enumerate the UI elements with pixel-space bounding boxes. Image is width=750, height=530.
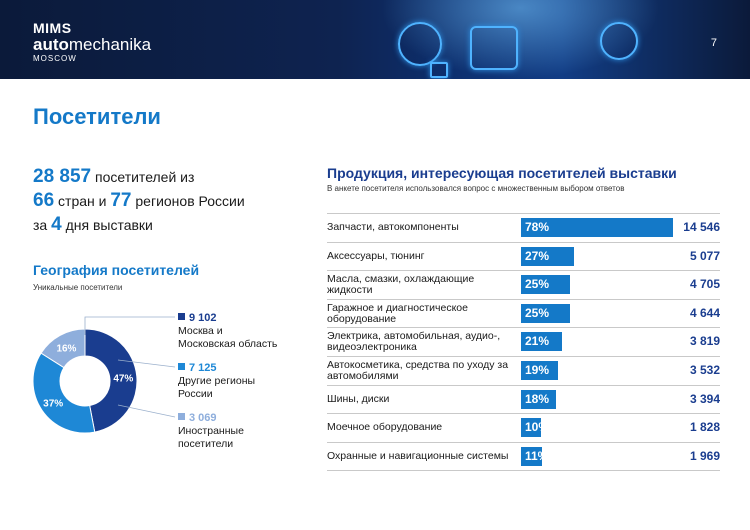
bar	[521, 303, 570, 323]
category-label: Гаражное и диагностическое оборудование	[327, 301, 468, 325]
table-row: Шины, диски 18% 3 394	[327, 384, 720, 414]
legend-regions: 7 125 Другие регионы России	[178, 362, 255, 401]
legend-label: Другие регионы	[178, 375, 256, 387]
table-row: Охранные и навигационные системы 11% 1 969	[327, 441, 720, 472]
table-row: Моечное оборудование 10% 1 828	[327, 413, 720, 442]
engine-icon	[470, 26, 518, 70]
table-row: Масла, смазки, охлаждающие жидкости 25% 4 …	[327, 270, 720, 299]
leader-line-foreign	[117, 404, 176, 418]
days-number: 4	[51, 214, 62, 235]
leader-line-moscow	[84, 316, 175, 335]
bar-value-label: 78%	[525, 220, 550, 234]
category-label: Охранные и навигационные системы	[327, 450, 509, 463]
legend-swatch	[178, 363, 185, 370]
bar-value-label: 11%	[525, 448, 549, 463]
count-label: 4 644	[689, 305, 720, 320]
count-label: 3 819	[689, 334, 720, 349]
count-label: 1 969	[689, 448, 720, 463]
count-label: 5 077	[689, 248, 720, 263]
category-label: Запчасти, автокомпоненты	[327, 221, 459, 234]
bar-value-label: 27%	[525, 248, 550, 263]
header-banner: MIMS automechanika MOSCOW 7	[0, 0, 750, 79]
bar	[521, 332, 562, 352]
legend-label: Иностранные	[178, 425, 244, 437]
category-label: Аксессуары, тюнинг	[327, 249, 425, 262]
visitors-text: посетителей из	[95, 169, 195, 185]
logo-line2: automechanika	[33, 35, 151, 54]
countries-number: 66	[33, 190, 55, 211]
legend-label: России	[178, 388, 213, 400]
category-label: Шины, диски	[327, 392, 390, 405]
count-label: 1 828	[689, 420, 720, 435]
bar-value-label: 21%	[525, 334, 550, 349]
legend-swatch	[178, 413, 185, 420]
legend-label: посетители	[178, 438, 234, 450]
geography-title: География посетителей	[33, 262, 200, 278]
stats-line1: 28 857 посетителей из	[33, 165, 245, 189]
mims-logo: MIMS automechanika MOSCOW	[33, 21, 151, 64]
legend-foreign: 3 069 Иностранные посетители	[178, 412, 244, 451]
bar	[521, 418, 541, 438]
donut-slice-label: 47%	[113, 373, 133, 384]
products-subtitle: В анкете посетителя использовался вопрос…	[327, 184, 625, 193]
days-pre: за	[33, 217, 48, 233]
regions-number: 77	[110, 190, 132, 211]
legend-label: Московская область	[178, 338, 278, 350]
countries-text: стран и	[58, 193, 107, 209]
donut-slice	[32, 352, 96, 434]
logo-auto: auto	[33, 35, 69, 54]
count-label: 14 546	[683, 220, 720, 234]
table-row: Электрика, автомобильная, аудио-, видеоэ…	[327, 327, 720, 356]
regions-text: регионов России	[135, 193, 245, 209]
legend-value: 3 069	[189, 412, 217, 424]
category-label: Моечное оборудование	[327, 421, 443, 434]
days-text: дня выставки	[65, 217, 153, 233]
legend-moscow: 9 102 Москва и Московская область	[178, 312, 277, 351]
bar-value-label: 25%	[525, 277, 550, 292]
legend-leader-lines	[84, 316, 176, 418]
gauge-icon	[398, 22, 442, 66]
table-row: Аксессуары, тюнинг 27% 5 077	[327, 241, 720, 271]
bar-value-label: 10%	[525, 420, 550, 435]
bar-value-label: 25%	[525, 305, 550, 320]
table-row: Гаражное и диагностическое оборудование 2…	[327, 298, 720, 328]
fuel-icon	[430, 62, 448, 78]
legend-label: Москва и	[178, 325, 223, 337]
count-label: 3 394	[689, 391, 720, 406]
stats-line3: за 4 дня выставки	[33, 213, 245, 237]
bar-value-label: 18%	[525, 391, 550, 406]
count-label: 4 705	[689, 277, 720, 292]
visitors-number: 28 857	[33, 166, 92, 187]
category-label: Автокосметика, средства по уходу за авто…	[327, 358, 509, 382]
donut-slice-label: 16%	[56, 343, 76, 354]
wheel-icon	[600, 22, 638, 60]
bar-value-label: 19%	[525, 362, 550, 377]
geography-subtitle: Уникальные посетители	[33, 283, 123, 292]
category-label: Электрика, автомобильная, аудио-, видеоэ…	[327, 330, 501, 354]
table-row: Автокосметика, средства по уходу за авто…	[327, 355, 720, 385]
legend-value: 7 125	[189, 362, 217, 374]
legend-swatch	[178, 313, 185, 320]
donut-slice-label: 37%	[43, 399, 63, 410]
bar	[521, 275, 570, 295]
logo-line1: MIMS	[33, 20, 72, 36]
table-row: Запчасти, автокомпоненты 78% 14 546	[327, 213, 720, 242]
bar	[521, 446, 543, 466]
page-number: 7	[710, 37, 717, 49]
page-title: Посетители	[33, 104, 161, 129]
bar	[521, 389, 557, 409]
leader-line-regions	[117, 359, 176, 368]
bar	[521, 218, 674, 237]
products-title: Продукция, интересующая посетителей выст…	[327, 165, 677, 181]
legend-value: 9 102	[189, 312, 217, 324]
products-bar-chart: Запчасти, автокомпоненты 78% 14 546 Аксессу…	[327, 213, 720, 472]
category-label: Масла, смазки, охлаждающие жидкости	[327, 272, 475, 296]
logo-line3: MOSCOW	[33, 54, 77, 63]
logo-mechanika: mechanika	[68, 35, 152, 54]
bar	[521, 360, 559, 380]
count-label: 3 532	[689, 362, 720, 377]
stats-line2: 66 стран и 77 регионов России	[33, 189, 245, 213]
bar	[521, 246, 574, 266]
visitor-stats: 28 857 посетителей из 66 стран и 77 реги…	[33, 165, 245, 237]
